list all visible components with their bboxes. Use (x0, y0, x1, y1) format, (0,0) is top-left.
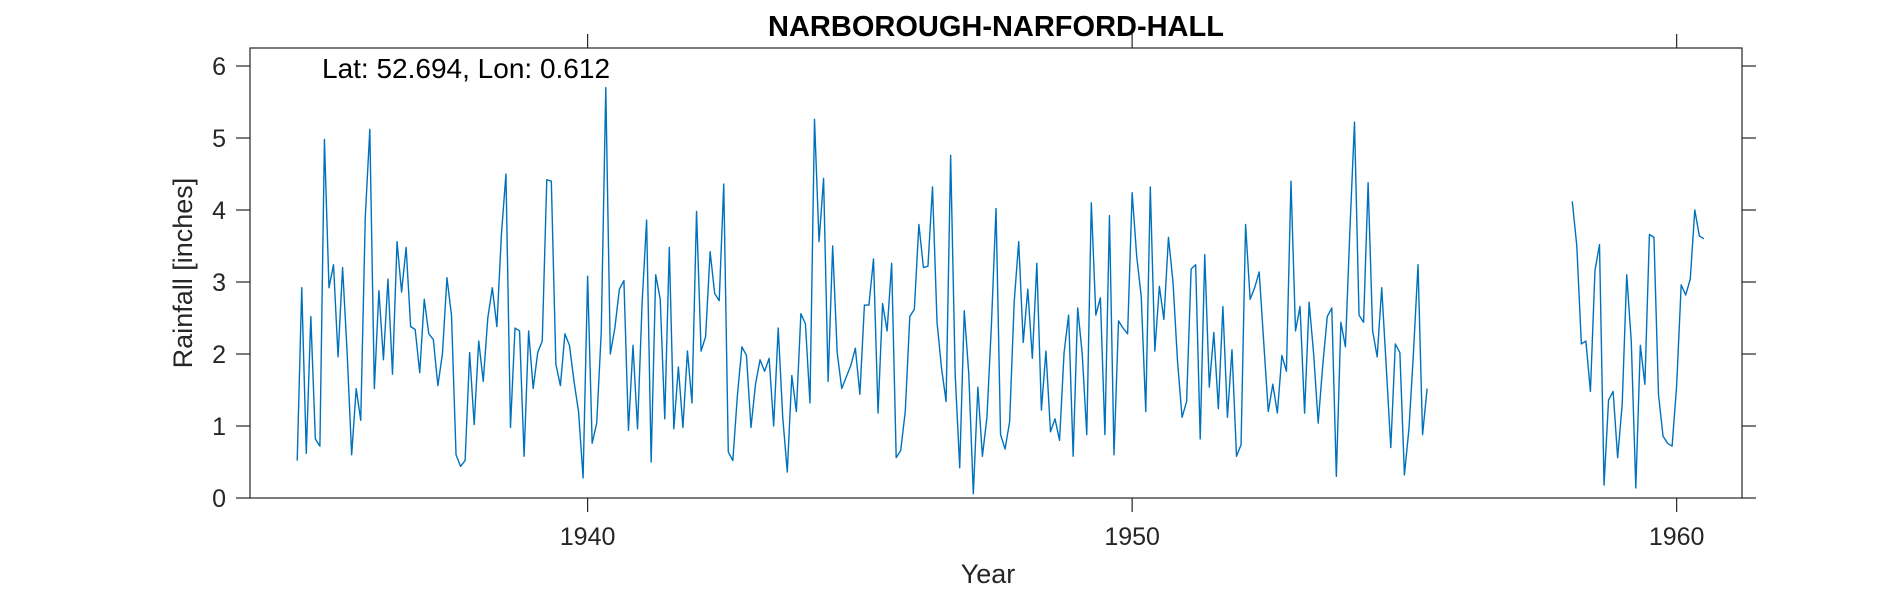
y-tick-label: 6 (212, 53, 226, 81)
x-axis-title: Year (961, 559, 1016, 589)
x-tick-label: 1940 (560, 523, 616, 551)
y-tick-label: 1 (212, 413, 226, 441)
plot-area (250, 48, 1742, 498)
y-tick-label: 4 (212, 197, 226, 225)
x-tick-label: 1960 (1649, 523, 1705, 551)
series-layer (296, 86, 1705, 495)
chart-title: NARBOROUGH-NARFORD-HALL (768, 11, 1224, 43)
y-tick-label: 5 (212, 125, 226, 153)
y-tick-label: 3 (212, 269, 226, 297)
location-annotation: Lat: 52.694, Lon: 0.612 (322, 53, 610, 84)
x-tick-label: 1950 (1104, 523, 1160, 551)
ticks-layer: 0 1 2 3 4 5 6 1940 1950 1960 (212, 34, 1756, 551)
y-tick-label: 0 (212, 485, 226, 513)
rainfall-series-line-1 (296, 86, 1428, 495)
y-axis-title: Rainfall [inches] (168, 178, 198, 369)
axes-layer (249, 47, 1743, 499)
axes-box (249, 47, 1743, 499)
rainfall-series-line-2 (1571, 201, 1705, 489)
y-tick-label: 2 (212, 341, 226, 369)
